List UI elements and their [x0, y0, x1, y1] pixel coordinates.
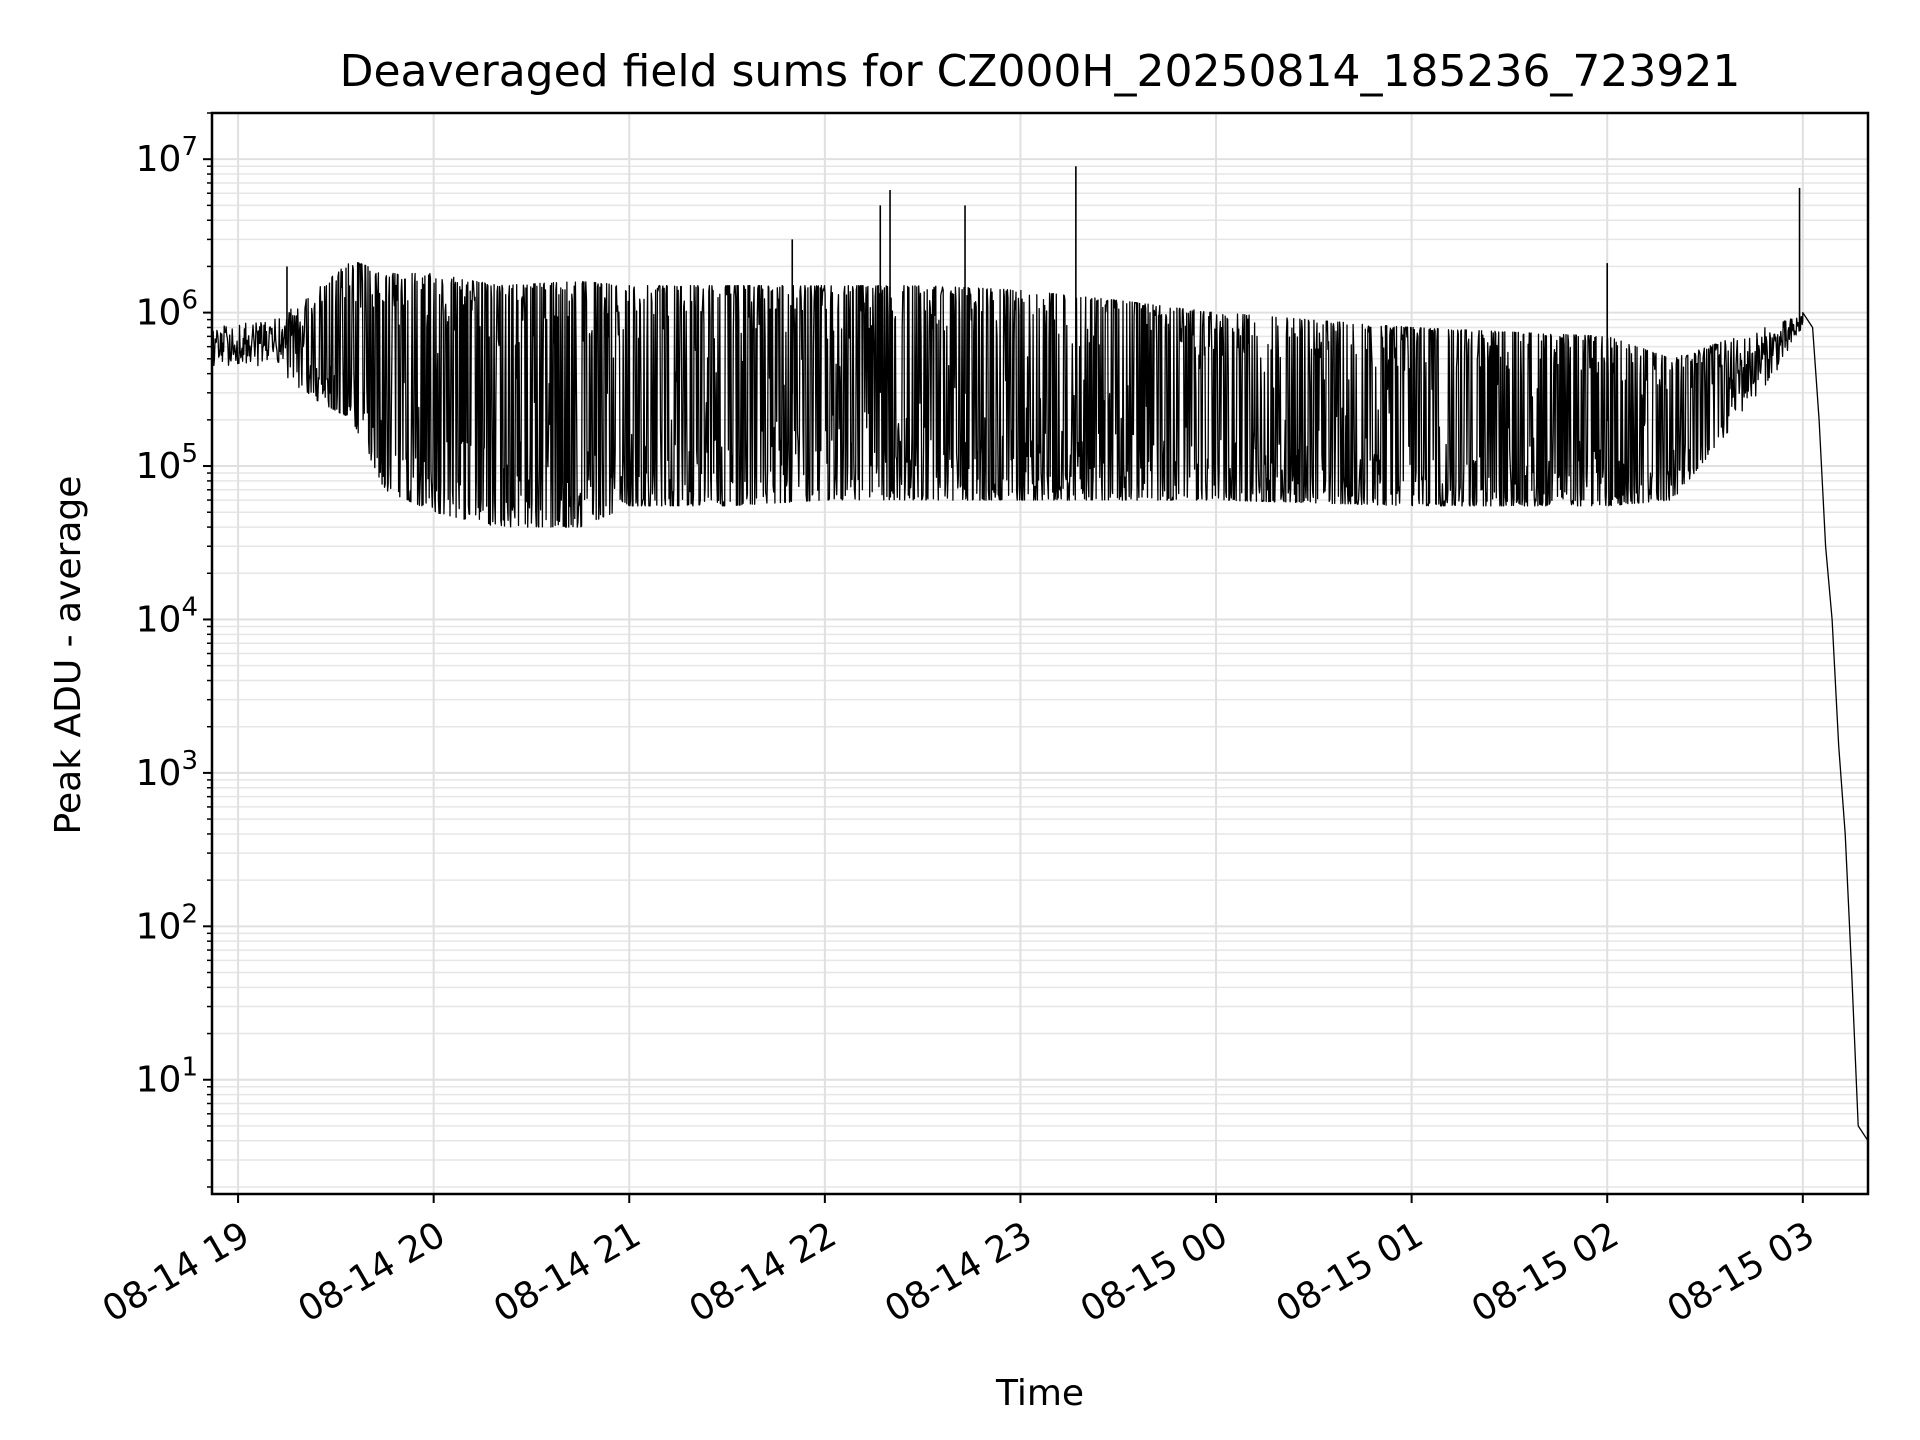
chart-title: Deaveraged field sums for CZ000H_2025081… [340, 46, 1741, 97]
y-tick-label: 102 [136, 899, 198, 947]
y-tick-base: 10 [136, 906, 182, 947]
y-tick-label: 106 [136, 286, 198, 334]
y-tick-exponent: 4 [181, 592, 198, 622]
series-path [211, 262, 1869, 1142]
y-tick-exponent: 3 [181, 746, 198, 776]
y-tick-base: 10 [136, 139, 182, 180]
y-tick-base: 10 [136, 599, 182, 640]
y-tick-label: 105 [136, 439, 198, 487]
y-tick-base: 10 [136, 446, 182, 487]
y-axis-label: Peak ADU - average [48, 476, 89, 835]
y-tick-label: 107 [136, 132, 198, 180]
y-tick-base: 10 [136, 753, 182, 794]
y-tick-base: 10 [136, 1060, 182, 1101]
y-tick-exponent: 6 [181, 286, 198, 316]
y-tick-label: 101 [136, 1053, 198, 1101]
y-tick-exponent: 7 [181, 132, 198, 162]
y-tick-label: 104 [136, 592, 198, 640]
y-tick-exponent: 1 [181, 1053, 198, 1083]
y-tick-exponent: 5 [181, 439, 198, 469]
series-line [211, 166, 1869, 1142]
x-axis-label: Time [995, 1373, 1084, 1414]
y-tick-exponent: 2 [181, 899, 198, 929]
y-tick-label: 103 [136, 746, 198, 794]
y-tick-base: 10 [136, 293, 182, 334]
